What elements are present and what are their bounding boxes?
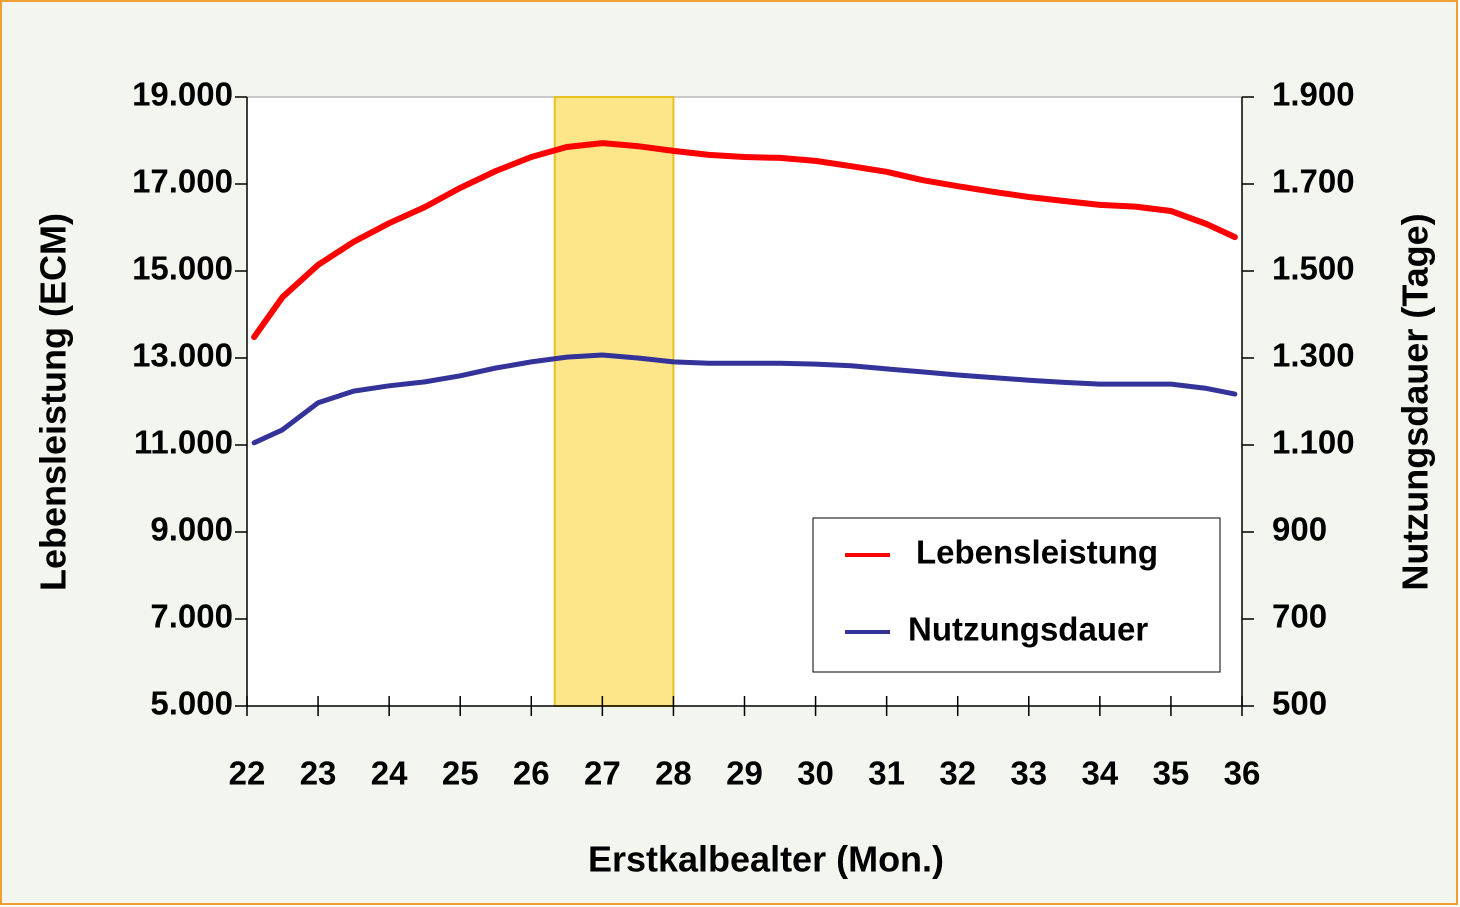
y2-tick-label: 900 bbox=[1272, 511, 1327, 548]
y2-tick-label: 1.500 bbox=[1272, 250, 1355, 287]
y2-axis-title: Nutzungsdauer (Tage) bbox=[1395, 213, 1436, 590]
x-tick-label: 30 bbox=[797, 755, 834, 792]
y-tick-label: 19.000 bbox=[132, 76, 233, 113]
legend-box bbox=[812, 517, 1221, 673]
x-tick-label: 35 bbox=[1153, 755, 1190, 792]
x-tick-label: 27 bbox=[584, 755, 621, 792]
x-tick-label: 31 bbox=[868, 755, 905, 792]
y2-tick-label: 1.900 bbox=[1272, 76, 1355, 113]
x-tick-label: 23 bbox=[300, 755, 337, 792]
y-tick-label: 13.000 bbox=[132, 337, 233, 374]
y-tick-label: 17.000 bbox=[132, 163, 233, 200]
x-tick-label: 34 bbox=[1081, 755, 1118, 792]
legend: Lebensleistung Nutzungsdauer bbox=[812, 517, 1221, 673]
x-axis-title: Erstkalbealter (Mon.) bbox=[588, 839, 944, 880]
y-tick-label: 11.000 bbox=[134, 424, 233, 461]
line-series bbox=[251, 352, 1238, 446]
x-tick-label: 32 bbox=[939, 755, 976, 792]
y-tick-label: 7.000 bbox=[150, 598, 233, 635]
x-tick-label: 22 bbox=[229, 755, 266, 792]
legend-label: Nutzungsdauer bbox=[908, 611, 1148, 648]
y2-tick-label: 700 bbox=[1272, 598, 1327, 635]
x-tick-label: 28 bbox=[655, 755, 692, 792]
y2-tick-label: 1.700 bbox=[1272, 163, 1355, 200]
x-tick-label: 33 bbox=[1010, 755, 1047, 792]
legend-label: Lebensleistung bbox=[916, 534, 1158, 571]
x-tick-label: 36 bbox=[1224, 755, 1261, 792]
y2-tick-label: 1.300 bbox=[1272, 337, 1355, 374]
line-series bbox=[251, 140, 1238, 341]
x-tick-label: 26 bbox=[513, 755, 550, 792]
y2-tick-label: 500 bbox=[1272, 685, 1327, 722]
y-tick-label: 9.000 bbox=[150, 511, 233, 548]
x-tick-label: 29 bbox=[726, 755, 763, 792]
x-tick-label: 24 bbox=[371, 755, 408, 792]
y-tick-label: 5.000 bbox=[150, 685, 233, 722]
highlight-band bbox=[553, 96, 675, 707]
y2-tick-label: 1.100 bbox=[1272, 424, 1355, 461]
x-tick-label: 25 bbox=[442, 755, 479, 792]
y-tick-label: 15.000 bbox=[132, 250, 233, 287]
y-axis-title: Lebensleistung (ECM) bbox=[33, 213, 74, 591]
